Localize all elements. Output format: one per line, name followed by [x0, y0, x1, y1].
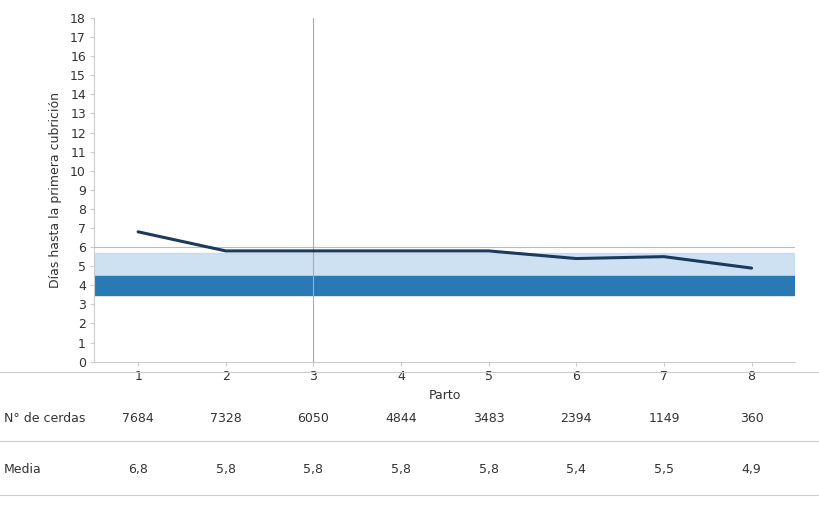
Bar: [94, 253, 794, 276]
Text: 4844: 4844: [385, 411, 416, 425]
Text: 1149: 1149: [647, 411, 679, 425]
Text: 4,9: 4,9: [741, 463, 761, 476]
Y-axis label: Días hasta la primera cubrición: Días hasta la primera cubrición: [48, 92, 61, 288]
Text: 6050: 6050: [297, 411, 329, 425]
X-axis label: Parto: Parto: [428, 388, 460, 402]
Text: 5,8: 5,8: [478, 463, 498, 476]
Text: 6,8: 6,8: [128, 463, 148, 476]
Text: 5,8: 5,8: [303, 463, 323, 476]
Text: 5,8: 5,8: [391, 463, 410, 476]
Text: 2394: 2394: [560, 411, 591, 425]
Bar: [94, 276, 794, 295]
Text: 3483: 3483: [473, 411, 504, 425]
Text: 7684: 7684: [122, 411, 154, 425]
Text: 7328: 7328: [210, 411, 242, 425]
Text: 360: 360: [739, 411, 762, 425]
Text: 5,8: 5,8: [215, 463, 236, 476]
Text: 5,4: 5,4: [566, 463, 586, 476]
Text: N° de cerdas: N° de cerdas: [4, 411, 85, 425]
Text: 5,5: 5,5: [653, 463, 673, 476]
Text: Media: Media: [4, 463, 42, 476]
